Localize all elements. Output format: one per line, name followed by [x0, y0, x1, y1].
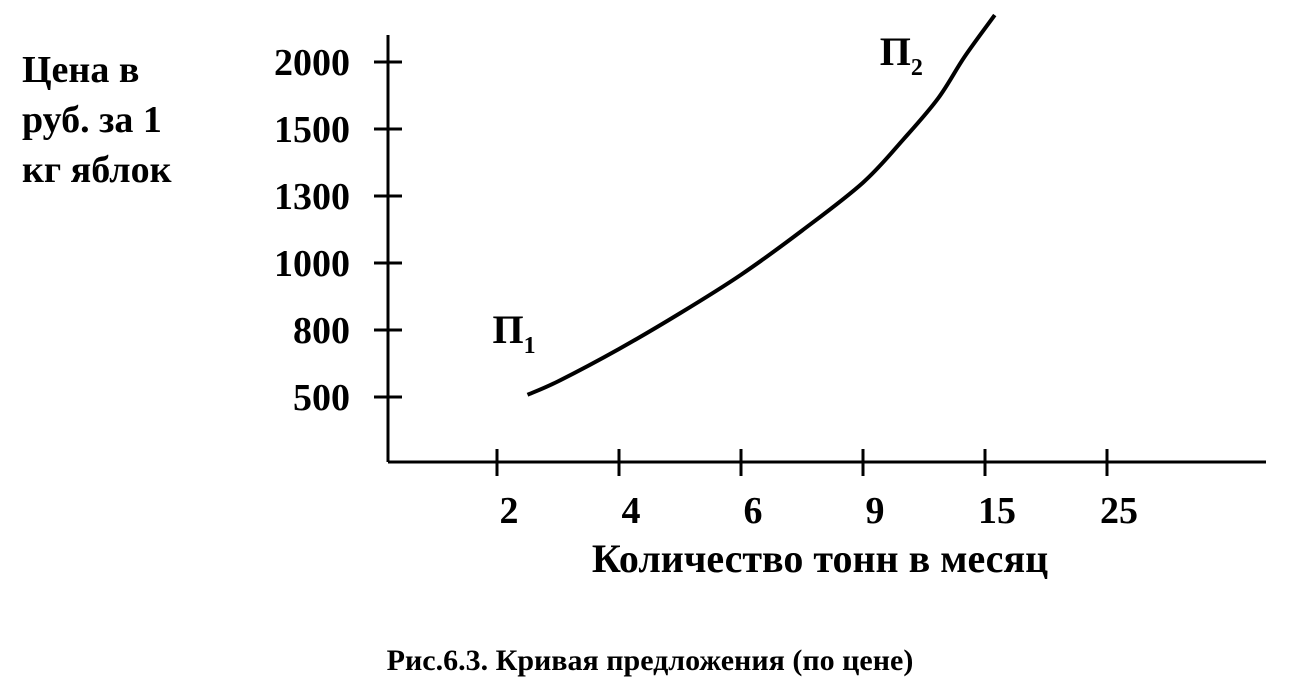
point-label-letter: П — [493, 307, 524, 352]
y-label: кг яблок — [22, 149, 172, 191]
y-tick-label: 800 — [293, 310, 350, 352]
y-tick-label: 1000 — [274, 243, 350, 285]
x-tick-label: 6 — [744, 490, 763, 532]
y-tick-label: 500 — [293, 377, 350, 419]
supply-curve — [526, 13, 997, 397]
x-tick-label: 4 — [622, 490, 641, 532]
point-label: П2 — [880, 29, 923, 81]
point-label-sub: 2 — [911, 55, 923, 81]
x-tick-label: 15 — [978, 490, 1016, 532]
caption: Рис.6.3. Кривая предложения (по цене) — [387, 644, 914, 677]
y-tick-label: 1500 — [274, 109, 350, 151]
point-label: П1 — [493, 307, 536, 359]
point-label-sub: 1 — [524, 333, 536, 359]
y-label: Цена в — [22, 49, 139, 91]
y-tick-label: 1300 — [274, 176, 350, 218]
x-tick-label: 25 — [1100, 490, 1138, 532]
x-tick-label: 9 — [866, 490, 885, 532]
x-tick-label: 2 — [500, 490, 519, 532]
point-label-letter: П — [880, 29, 911, 74]
y-tick-label: 2000 — [274, 42, 350, 84]
x-label: Количество тонн в месяц — [592, 536, 1048, 581]
y-label: руб. за 1 — [22, 99, 162, 141]
